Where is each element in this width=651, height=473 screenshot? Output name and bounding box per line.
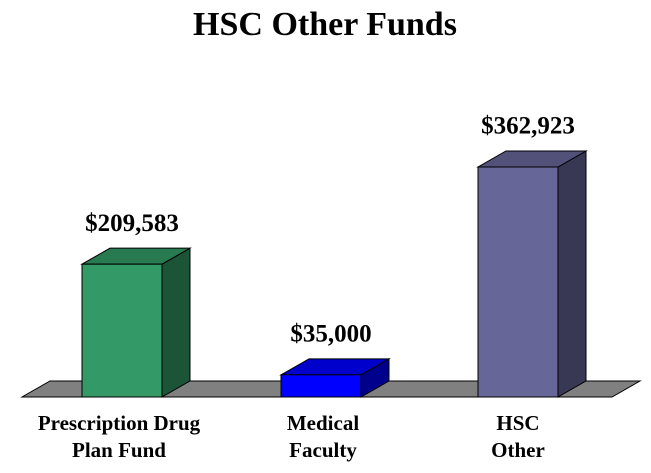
bar-side-shade [361, 358, 389, 397]
x-tick-label: Medical [287, 411, 359, 435]
x-tick-label: Prescription Drug [38, 411, 201, 435]
x-tick-label: Other [491, 438, 545, 462]
x-tick-label: Faculty [289, 438, 357, 462]
bar-side-shade [558, 151, 586, 397]
value-label: $209,583 [85, 210, 179, 237]
bar-top-shade [82, 248, 190, 265]
bar [477, 166, 559, 398]
x-tick-label: Plan Fund [72, 438, 166, 462]
bar [81, 263, 163, 398]
value-label: $35,000 [290, 321, 371, 348]
value-label: $362,923 [481, 113, 575, 140]
bar [280, 374, 362, 398]
bar-top-shade [478, 151, 586, 167]
bar-top-shade [281, 358, 389, 375]
x-tick-label: HSC [496, 411, 539, 435]
bar-side-shade [162, 248, 190, 397]
chart-title: HSC Other Funds [193, 6, 457, 43]
